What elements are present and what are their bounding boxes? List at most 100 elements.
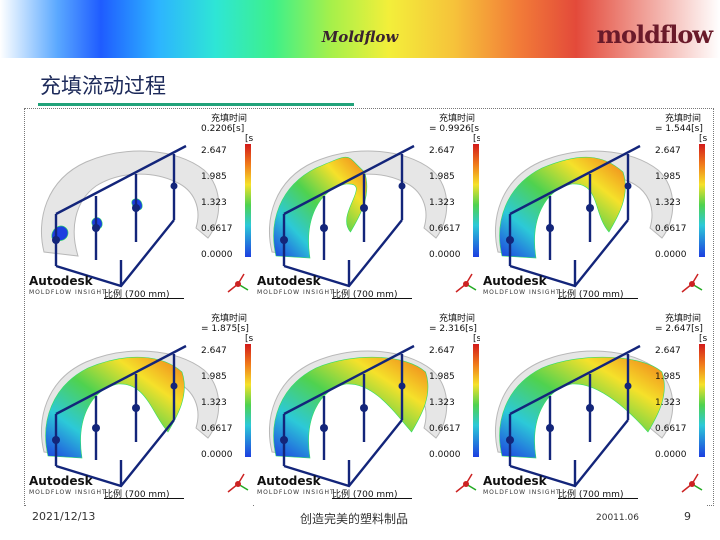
legend-fill-time: = 2.647[s] — [655, 324, 703, 334]
legend-tick: 2.647 — [201, 146, 227, 156]
legend-tick: 2.647 — [201, 346, 227, 356]
legend-unit: [s] — [699, 334, 707, 344]
legend-title: 充填时间 — [439, 114, 476, 124]
legend-tick: 1.323 — [201, 398, 227, 408]
scale-label: 比例 (700 mm) — [104, 290, 170, 300]
moldflow-logo: moldflow — [596, 20, 713, 49]
orientation-triad-icon — [681, 273, 703, 293]
legend-title: 充填时间 — [665, 314, 702, 324]
autodesk-logo: Autodesk — [29, 274, 93, 288]
scale-line — [332, 498, 412, 499]
legend-tick: 0.6617 — [201, 424, 233, 434]
legend-tick: 1.985 — [201, 372, 227, 382]
autodesk-logo: Autodesk — [483, 274, 547, 288]
scale-label: 比例 (700 mm) — [104, 490, 170, 500]
part-model-image — [40, 144, 220, 288]
page-number: 9 — [684, 510, 691, 523]
scale-label: 比例 (700 mm) — [332, 290, 398, 300]
legend-title: 充填时间 — [665, 114, 702, 124]
legend-fill-time: 0.2206[s] — [201, 124, 245, 134]
orientation-triad-icon — [455, 473, 477, 493]
flow-front-region — [45, 356, 185, 459]
color-scale-bar — [699, 144, 705, 257]
autodesk-subtitle: MOLDFLOW INSIGHT — [257, 489, 335, 496]
legend-title: 充填时间 — [211, 114, 248, 124]
autodesk-logo: Autodesk — [483, 474, 547, 488]
scale-label: 比例 (700 mm) — [558, 290, 624, 300]
legend-tick: 1.323 — [429, 398, 455, 408]
legend-tick: 2.647 — [655, 346, 681, 356]
legend-tick: 1.323 — [655, 198, 681, 208]
autodesk-logo: Autodesk — [257, 474, 321, 488]
legend-tick: 1.985 — [201, 172, 227, 182]
autodesk-subtitle: MOLDFLOW INSIGHT — [29, 489, 107, 496]
legend-tick: 1.985 — [429, 172, 455, 182]
fill-result-panel: 充填时间 0.2206[s] [s] 2.647 1.985 1.323 0.6… — [26, 110, 253, 307]
legend-title: 充填时间 — [439, 314, 476, 324]
legend-tick: 0.6617 — [429, 224, 461, 234]
color-scale-bar — [699, 344, 705, 457]
legend-unit: [s] — [699, 134, 707, 144]
fill-result-panel: 充填时间 = 1.875[s] [s] 2.647 1.985 1.323 0.… — [26, 310, 253, 507]
legend-tick: 2.647 — [655, 146, 681, 156]
orientation-triad-icon — [455, 273, 477, 293]
scale-line — [104, 298, 184, 299]
orientation-triad-icon — [227, 273, 249, 293]
flow-front-region — [273, 356, 429, 459]
header-gradient-bar: Moldflow moldflow — [0, 0, 720, 58]
legend-tick: 0.6617 — [655, 224, 687, 234]
legend-unit: [s] — [473, 334, 481, 344]
fill-result-panel: 充填时间 = 0.9926[s] [s] 2.647 1.985 1.323 0… — [254, 110, 481, 307]
legend-fill-time: = 1.544[s] — [655, 124, 703, 134]
footer-slogan: 创造完美的塑料制品 — [300, 512, 409, 526]
scale-label: 比例 (700 mm) — [558, 490, 624, 500]
autodesk-logo: Autodesk — [257, 274, 321, 288]
legend-tick: 0.6617 — [201, 224, 233, 234]
color-scale-bar — [245, 144, 251, 257]
flow-front-region — [273, 156, 368, 259]
legend-tick: 1.323 — [429, 198, 455, 208]
legend-tick: 1.323 — [201, 198, 227, 208]
legend-tick: 2.647 — [429, 146, 455, 156]
fill-result-panel: 充填时间 = 2.316[s] [s] 2.647 1.985 1.323 0.… — [254, 310, 481, 507]
color-scale-bar — [473, 144, 479, 257]
gate-points — [52, 382, 178, 444]
legend-tick: 0.0000 — [429, 250, 461, 260]
gate-points — [506, 182, 632, 244]
autodesk-subtitle: MOLDFLOW INSIGHT — [257, 289, 335, 296]
legend-fill-time: = 0.9926[s] — [429, 124, 481, 134]
orientation-triad-icon — [227, 473, 249, 493]
scale-label: 比例 (700 mm) — [332, 490, 398, 500]
autodesk-subtitle: MOLDFLOW INSIGHT — [483, 489, 561, 496]
scale-line — [104, 498, 184, 499]
legend-unit: [s] — [245, 134, 253, 144]
legend-tick: 0.0000 — [655, 450, 687, 460]
orientation-triad-icon — [681, 473, 703, 493]
flow-front-region — [499, 156, 626, 259]
legend-fill-time: = 1.875[s] — [201, 324, 249, 334]
legend-tick: 1.985 — [429, 372, 455, 382]
autodesk-logo: Autodesk — [29, 474, 93, 488]
slide-title: 充填流动过程 — [40, 74, 166, 98]
legend-tick: 1.985 — [655, 172, 681, 182]
legend-tick: 0.0000 — [429, 450, 461, 460]
legend-tick: 0.0000 — [201, 450, 233, 460]
legend-tick: 2.647 — [429, 346, 455, 356]
autodesk-subtitle: MOLDFLOW INSIGHT — [29, 289, 107, 296]
legend-unit: [s] — [473, 134, 481, 144]
legend-tick: 0.0000 — [655, 250, 687, 260]
gate-points — [506, 382, 632, 444]
part-model-image — [40, 344, 220, 488]
part-outline — [40, 150, 220, 257]
legend-unit: [s] — [245, 334, 253, 344]
footer-date: 2021/12/13 — [32, 510, 96, 523]
autodesk-subtitle: MOLDFLOW INSIGHT — [483, 289, 561, 296]
part-model-image — [494, 344, 674, 488]
legend-tick: 0.6617 — [655, 424, 687, 434]
legend-tick: 1.323 — [655, 398, 681, 408]
gate-points — [52, 182, 178, 244]
legend-tick: 0.6617 — [429, 424, 461, 434]
scale-line — [332, 298, 412, 299]
legend-fill-time: = 2.316[s] — [429, 324, 477, 334]
legend-tick: 1.985 — [655, 372, 681, 382]
